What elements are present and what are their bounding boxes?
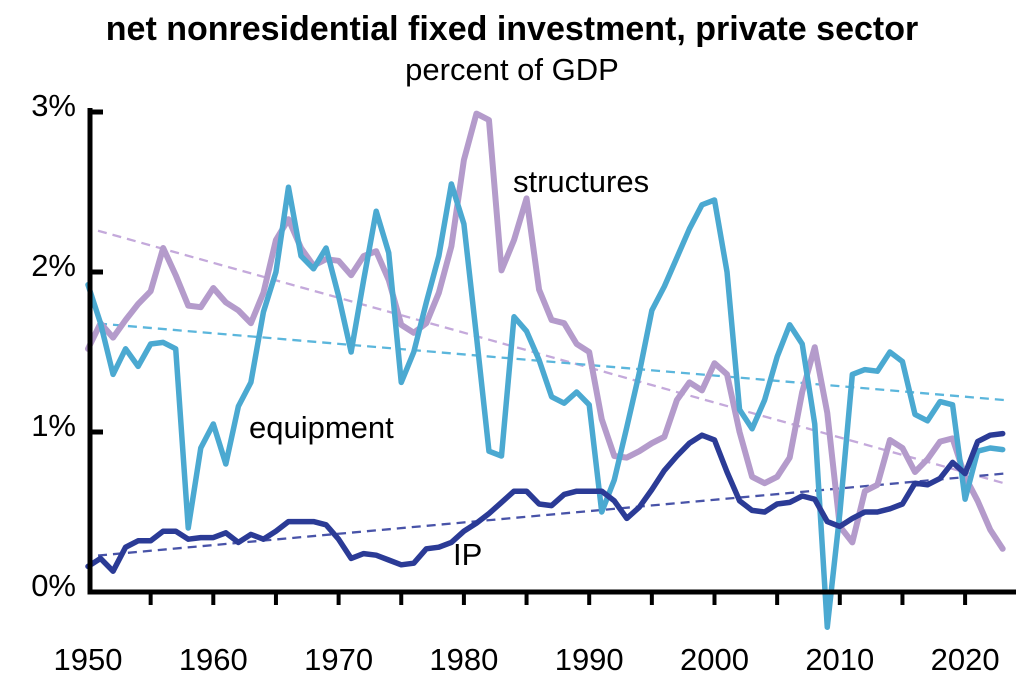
series-label-equipment: equipment bbox=[249, 410, 394, 445]
y-tick-label-2%: 2% bbox=[31, 248, 76, 283]
y-tick-label-3%: 3% bbox=[31, 88, 76, 123]
y-tick-label-0%: 0% bbox=[31, 568, 76, 603]
x-tick-label-1950: 1950 bbox=[54, 642, 123, 677]
x-tick-label-1970: 1970 bbox=[304, 642, 373, 677]
equipment-line bbox=[85, 181, 1006, 630]
x-tick-label-2000: 2000 bbox=[680, 642, 749, 677]
series-label-structures: structures bbox=[513, 164, 650, 199]
x-tick-label-1990: 1990 bbox=[555, 642, 624, 677]
ip-line bbox=[85, 430, 1006, 574]
series-label-ip: IP bbox=[453, 537, 483, 572]
structures-trendline bbox=[97, 229, 1005, 485]
x-tick-label-1960: 1960 bbox=[179, 642, 248, 677]
chart-title: net nonresidential fixed investment, pri… bbox=[105, 10, 919, 48]
x-tick-label-1980: 1980 bbox=[429, 642, 498, 677]
ip-trendline bbox=[97, 472, 1005, 557]
chart-subtitle: percent of GDP bbox=[405, 52, 619, 87]
x-tick-label-2010: 2010 bbox=[805, 642, 874, 677]
y-tick-label-1%: 1% bbox=[31, 408, 76, 443]
structures-line bbox=[85, 110, 1006, 552]
x-tick-label-2020: 2020 bbox=[931, 642, 1000, 677]
